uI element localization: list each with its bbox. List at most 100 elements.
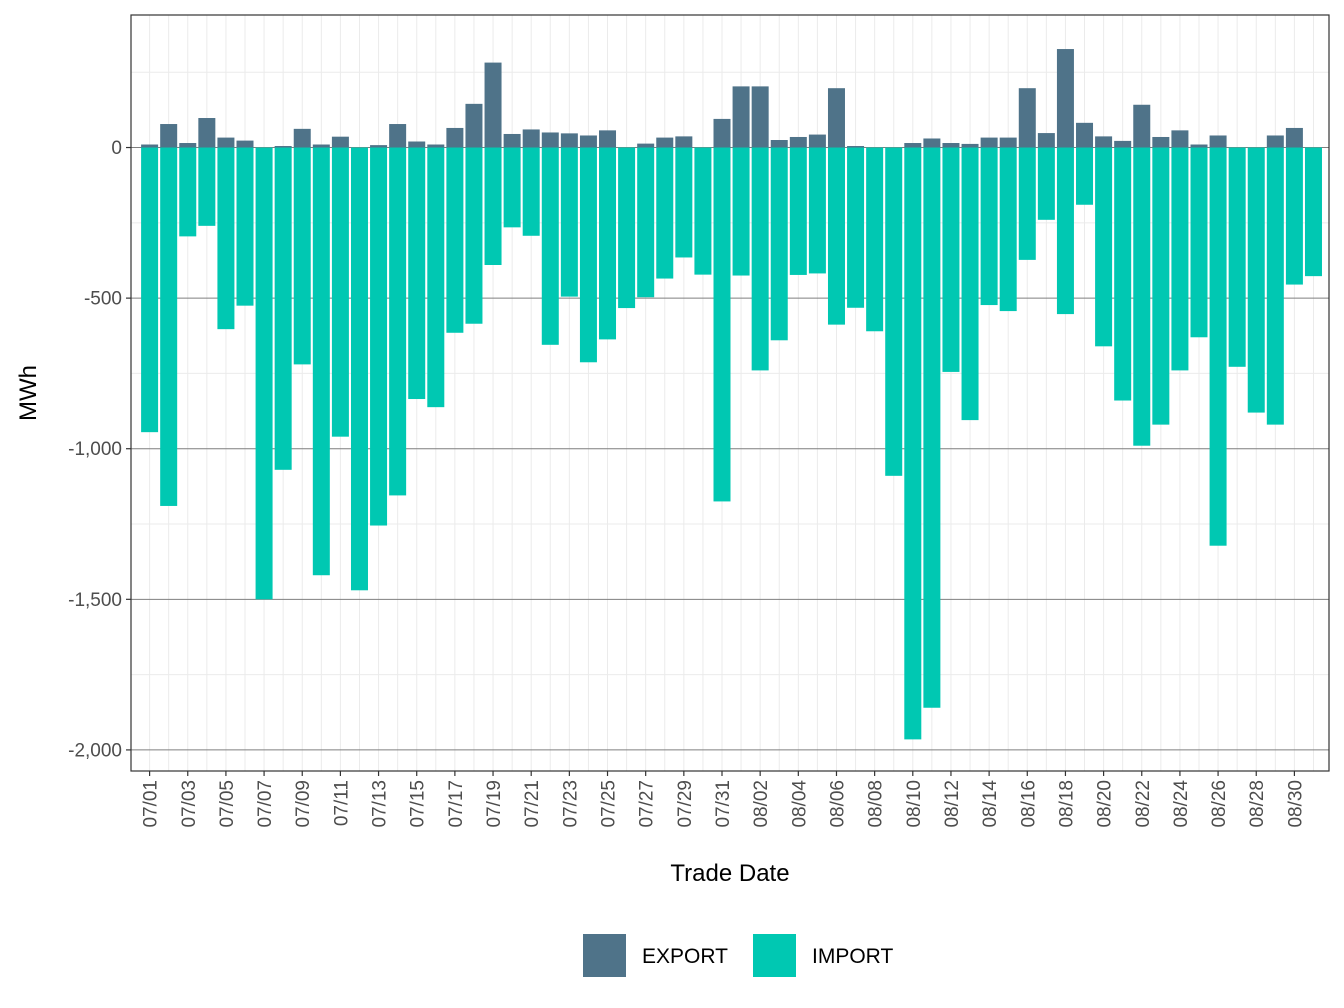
x-tick-label: 08/02 [751, 780, 772, 828]
import-bar [1133, 147, 1151, 446]
import-bar [293, 147, 311, 365]
legend-label-export: EXPORT [642, 945, 728, 968]
import-bar [980, 147, 998, 306]
import-bar [885, 147, 903, 476]
import-bar [1228, 147, 1246, 367]
export-bar [465, 103, 483, 148]
x-tick-label: 08/18 [1056, 780, 1077, 828]
export-bar [217, 137, 235, 148]
import-bar [579, 147, 597, 363]
import-bar [331, 147, 349, 437]
import-bar [350, 147, 368, 591]
import-bar [713, 147, 731, 502]
export-bar [1114, 140, 1132, 148]
import-bar [160, 147, 178, 506]
export-bar [942, 143, 960, 148]
export-bar [770, 140, 788, 148]
x-tick-label: 07/21 [522, 780, 543, 828]
x-tick-label: 07/11 [331, 780, 352, 826]
import-bar [732, 147, 750, 276]
export-bar [1152, 136, 1170, 148]
import-bar [904, 147, 922, 740]
export-bar [923, 138, 941, 148]
import-bar [789, 147, 807, 275]
import-bar [503, 147, 521, 228]
import-bar [1285, 147, 1303, 285]
x-tick-label: 08/14 [980, 780, 1001, 828]
export-bar [522, 129, 540, 148]
export-bar [198, 118, 216, 148]
import-bar [923, 147, 941, 708]
export-bar [408, 141, 426, 148]
import-bar [1247, 147, 1265, 413]
import-bar [198, 147, 216, 226]
export-bar [427, 144, 445, 148]
import-bar [560, 147, 578, 297]
import-bar [637, 147, 655, 298]
export-bar [160, 124, 178, 148]
export-bar [1209, 135, 1227, 148]
legend-swatch-import [753, 934, 796, 977]
export-bar [961, 143, 979, 148]
export-bar [1095, 136, 1113, 148]
import-bar [217, 147, 235, 330]
import-bar [274, 147, 292, 470]
legend-label-import: IMPORT [812, 945, 893, 968]
export-bar [656, 137, 674, 148]
export-bar [312, 144, 330, 148]
export-bar [980, 137, 998, 148]
x-tick-label: 07/03 [179, 780, 200, 828]
export-bar [331, 136, 349, 148]
x-tick-label: 08/10 [904, 780, 925, 828]
export-bar [370, 145, 388, 148]
export-bar [789, 136, 807, 148]
y-tick-label: -500 [84, 289, 122, 310]
import-bar [1018, 147, 1036, 260]
export-bar [599, 130, 617, 148]
x-tick-label: 08/26 [1209, 780, 1230, 828]
x-tick-label: 08/12 [942, 780, 963, 828]
import-bar [961, 147, 979, 421]
import-bar [1076, 147, 1094, 205]
import-bar [389, 147, 407, 496]
x-tick-label: 08/16 [1018, 780, 1039, 828]
y-tick-label: -1,500 [68, 590, 122, 611]
x-tick-label: 07/15 [408, 780, 429, 828]
bars [141, 49, 1322, 740]
x-tick-label: 08/22 [1133, 780, 1154, 828]
export-bar [236, 140, 254, 148]
import-bar [446, 147, 464, 333]
x-tick-label: 07/23 [560, 780, 581, 828]
export-bar [560, 133, 578, 148]
export-bar [1056, 49, 1074, 148]
import-bar [141, 147, 159, 433]
import-bar [236, 147, 254, 306]
import-bar [465, 147, 483, 324]
export-bar [1266, 135, 1284, 148]
import-bar [827, 147, 845, 325]
export-bar [1018, 88, 1036, 148]
export-bar [904, 143, 922, 148]
x-tick-label: 07/31 [713, 780, 734, 828]
x-tick-label: 08/04 [789, 780, 810, 828]
import-bar [1056, 147, 1074, 315]
import-bar [408, 147, 426, 400]
legend-swatch-export [583, 934, 626, 977]
import-bar [999, 147, 1017, 312]
export-bar [579, 135, 597, 148]
import-bar [1152, 147, 1170, 425]
import-bar [751, 147, 769, 371]
import-bar [1114, 147, 1132, 401]
x-tick-label: 07/07 [255, 780, 276, 828]
x-tick-label: 08/06 [827, 780, 848, 828]
import-bar [847, 147, 865, 308]
export-bar [637, 143, 655, 148]
export-bar [541, 132, 559, 148]
x-tick-label: 08/08 [866, 780, 887, 828]
x-tick-label: 07/19 [484, 780, 505, 828]
y-tick-label: -2,000 [68, 740, 122, 761]
export-bar [847, 146, 865, 148]
x-tick-label: 08/30 [1285, 780, 1306, 828]
export-bar [446, 127, 464, 148]
